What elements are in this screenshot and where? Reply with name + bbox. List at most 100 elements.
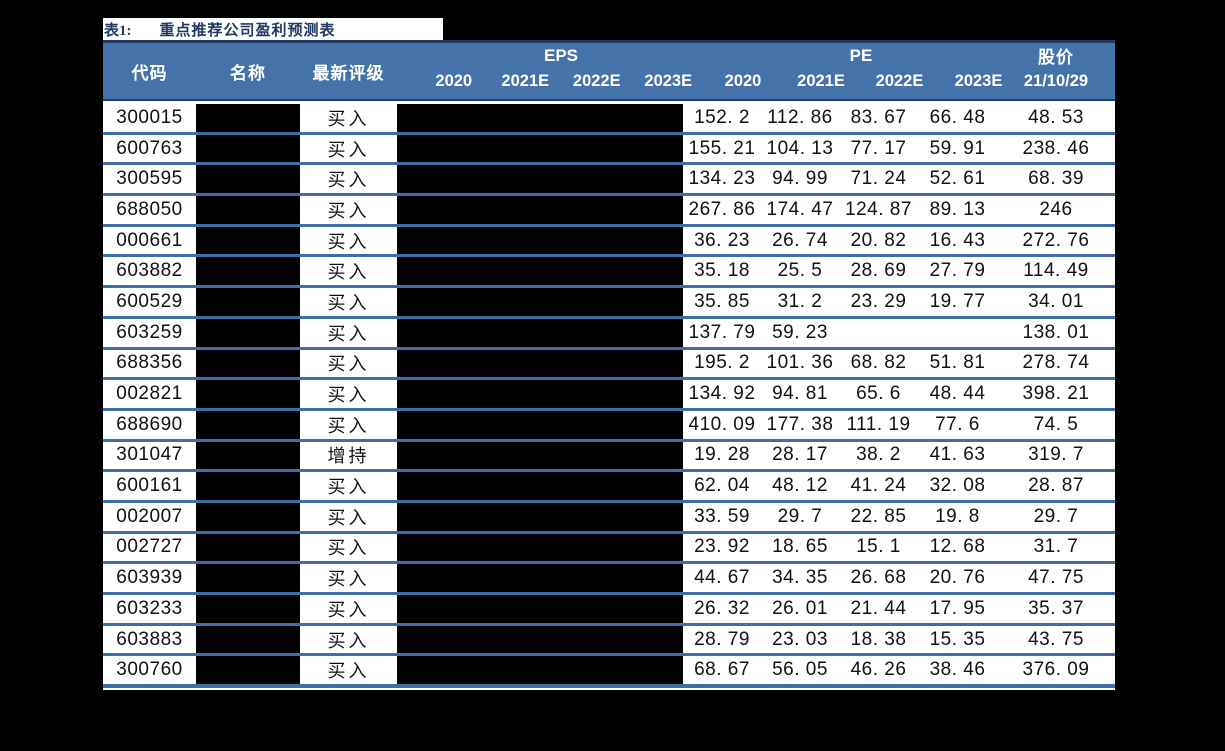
stock-name-cell-redacted — [196, 410, 300, 439]
pe-2022e-cell: 22. 85 — [850, 505, 907, 527]
price-cell: 114. 49 — [1023, 260, 1089, 282]
stock-name-cell-redacted — [196, 226, 300, 255]
pe-2023e-cell: 16. 43 — [929, 229, 986, 251]
stock-code-cell: 600529 — [116, 290, 183, 312]
pe-2023e-cell: 51. 81 — [929, 352, 986, 374]
table-row: 603883 买入 28. 79 23. 03 18. 38 15. 35 43… — [103, 625, 1115, 657]
stock-code-cell: 688356 — [116, 352, 183, 374]
table-row: 603259 买入 137. 79 59. 23 138. 01 — [103, 318, 1115, 350]
stock-code-cell: 301047 — [116, 444, 183, 466]
pe-2020-cell: 35. 85 — [694, 290, 750, 312]
price-cell: 28. 87 — [1028, 475, 1084, 497]
pe-2022e-cell: 46. 26 — [850, 659, 907, 681]
pe-2021e-cell: 174. 47 — [766, 198, 834, 220]
table-title-text: 重点推荐公司盈利预测表 — [159, 22, 336, 39]
pe-2021e-cell: 94. 99 — [772, 168, 828, 190]
stock-name-cell-redacted — [196, 595, 300, 623]
pe-2022e-cell: 65. 6 — [856, 383, 901, 405]
pe-2022e-cell: 83. 67 — [850, 106, 907, 128]
stock-name-cell-redacted — [196, 502, 300, 531]
pe-2021e-cell: 18. 65 — [772, 536, 828, 558]
stock-code-cell: 002821 — [116, 383, 183, 405]
pe-2020-cell: 152. 2 — [694, 106, 750, 128]
table-row: 301047 增持 19. 28 28. 17 38. 2 41. 63 319… — [103, 441, 1115, 473]
rating-cell: 买入 — [327, 569, 370, 590]
price-cell: 398. 21 — [1022, 383, 1090, 405]
rating-cell: 买入 — [327, 262, 370, 283]
stock-name-cell-redacted — [196, 257, 300, 286]
table-row: 000661 买入 36. 23 26. 74 20. 82 16. 43 27… — [103, 226, 1115, 258]
stock-code-cell: 600161 — [116, 475, 183, 497]
eps-cells-redacted — [397, 441, 683, 470]
rating-cell: 买入 — [327, 231, 370, 252]
table-row: 600161 买入 62. 04 48. 12 41. 24 32. 08 28… — [103, 472, 1115, 503]
pe-2020-cell: 195. 2 — [694, 352, 750, 374]
table-row: 688356 买入 195. 2 101. 36 68. 82 51. 81 2… — [103, 349, 1115, 381]
pe-2021e-cell: 56. 05 — [772, 659, 828, 681]
pe-2022e-cell: 23. 29 — [850, 290, 907, 312]
pe-2022e-cell: 77. 17 — [850, 137, 907, 159]
stock-code-cell: 603939 — [116, 567, 183, 589]
table-header: 代码 名称 最新评级 EPS PE 股价 2020 2021E 2022E 20… — [103, 43, 1115, 101]
pe-2021e-cell: 26. 01 — [772, 597, 828, 619]
header-pe-2020: 2020 — [724, 72, 762, 90]
header-eps-2023e: 2023E — [644, 72, 693, 90]
pe-2022e-cell: 41. 24 — [850, 475, 907, 497]
rating-cell: 买入 — [327, 323, 370, 344]
stock-name-cell-redacted — [196, 472, 300, 500]
price-cell: 48. 53 — [1028, 106, 1084, 128]
price-cell: 43. 75 — [1028, 628, 1084, 650]
pe-2022e-cell: 71. 24 — [850, 168, 907, 190]
pe-2022e-cell: 21. 44 — [850, 597, 907, 619]
stock-name-cell-redacted — [196, 533, 300, 562]
price-cell: 246 — [1039, 198, 1073, 220]
stock-code-cell: 603233 — [116, 597, 183, 619]
stock-code-cell: 002007 — [116, 505, 183, 527]
rating-cell: 买入 — [327, 200, 370, 221]
pe-2020-cell: 68. 67 — [694, 659, 750, 681]
header-group-price: 股价 — [1038, 48, 1074, 67]
price-cell: 29. 7 — [1033, 505, 1079, 527]
price-cell: 35. 37 — [1028, 597, 1084, 619]
pe-2023e-cell: 12. 68 — [929, 536, 986, 558]
pe-2021e-cell: 48. 12 — [772, 475, 828, 497]
pe-2020-cell: 26. 32 — [694, 597, 750, 619]
pe-2023e-cell: 59. 91 — [929, 137, 986, 159]
rating-cell: 买入 — [327, 415, 370, 436]
pe-2023e-cell: 48. 44 — [929, 383, 986, 405]
pe-2020-cell: 36. 23 — [694, 229, 750, 251]
header-code: 代码 — [131, 63, 168, 83]
table-row: 603939 买入 44. 67 34. 35 26. 68 20. 76 47… — [103, 564, 1115, 595]
eps-cells-redacted — [397, 318, 683, 347]
eps-cells-redacted — [397, 595, 683, 623]
table-row: 002727 买入 23. 92 18. 65 15. 1 12. 68 31.… — [103, 533, 1115, 565]
pe-2021e-cell: 104. 13 — [766, 137, 834, 159]
price-cell: 272. 76 — [1022, 229, 1090, 251]
profit-forecast-table: 代码 名称 最新评级 EPS PE 股价 2020 2021E 2022E 20… — [103, 40, 1115, 690]
eps-cells-redacted — [397, 257, 683, 286]
stock-code-cell: 300015 — [116, 106, 183, 128]
pe-2023e-cell: 17. 95 — [929, 597, 986, 619]
header-rating: 最新评级 — [312, 63, 385, 83]
pe-2023e-cell: 89. 13 — [929, 198, 986, 220]
pe-2023e-cell: 38. 46 — [929, 659, 986, 681]
stock-code-cell: 603883 — [116, 628, 183, 650]
stock-code-cell: 300595 — [116, 168, 183, 190]
pe-2023e-cell: 15. 35 — [929, 628, 986, 650]
stock-name-cell-redacted — [196, 318, 300, 347]
pe-2022e-cell: 20. 82 — [850, 229, 907, 251]
stock-code-cell: 688050 — [116, 198, 183, 220]
price-cell: 68. 39 — [1028, 168, 1084, 190]
header-price-date: 21/10/29 — [1023, 72, 1089, 90]
rating-cell: 买入 — [327, 661, 370, 682]
stock-name-cell-redacted — [196, 625, 300, 654]
pe-2020-cell: 35. 18 — [694, 260, 750, 282]
rating-cell: 买入 — [327, 108, 370, 129]
pe-2021e-cell: 177. 38 — [766, 413, 834, 435]
pe-2020-cell: 137. 79 — [688, 321, 756, 343]
rating-cell: 买入 — [327, 385, 370, 406]
table-row: 300015 买入 152. 2 112. 86 83. 67 66. 48 4… — [103, 104, 1115, 135]
eps-cells-redacted — [397, 104, 683, 132]
price-cell: 319. 7 — [1028, 444, 1084, 466]
pe-2020-cell: 410. 09 — [688, 413, 756, 435]
